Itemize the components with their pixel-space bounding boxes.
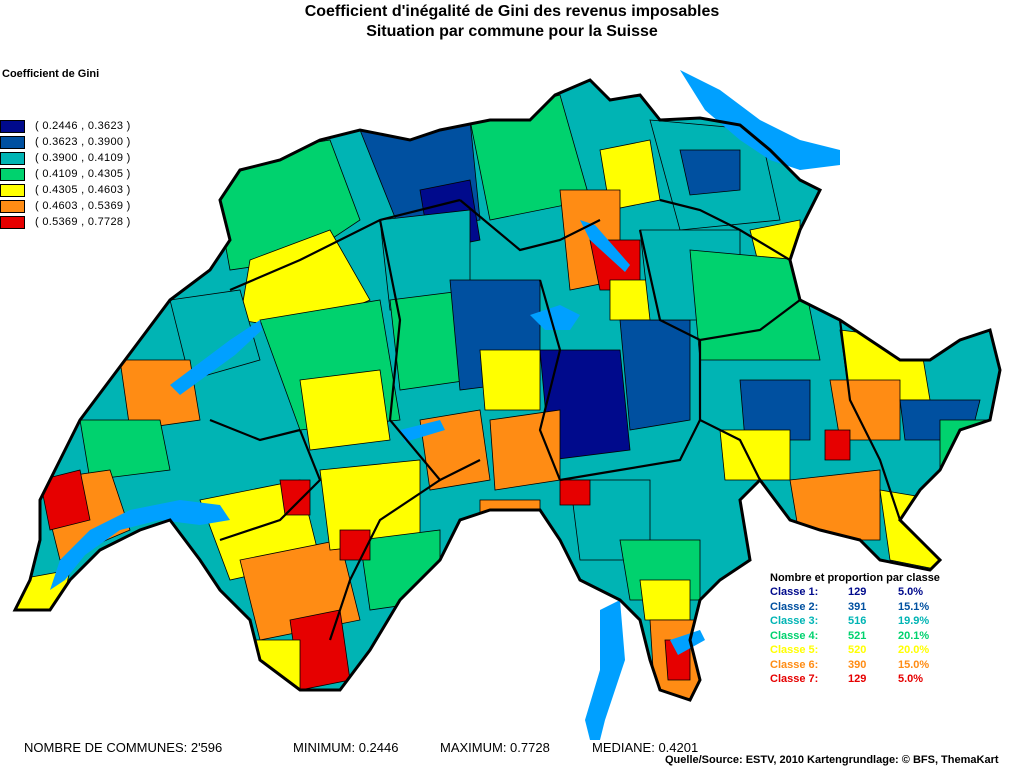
class-pct: 19.9% — [898, 615, 930, 628]
legend-swatch — [0, 167, 25, 181]
legend-swatch — [0, 151, 25, 165]
lake-constance — [680, 70, 840, 170]
lake-lugano — [670, 630, 705, 655]
class-stat-row: Classe 7: 129 5.0% — [770, 672, 948, 687]
class-stat-row: Classe 5: 520 20.0% — [770, 643, 948, 658]
minimum-value: MINIMUM: 0.2446 — [293, 740, 399, 755]
class-label: Classe 7: — [770, 673, 819, 686]
class-count: 129 — [848, 586, 867, 599]
class-label: Classe 6: — [770, 658, 819, 671]
class-pct: 15.0% — [898, 658, 930, 671]
class-label: Classe 5: — [770, 644, 819, 657]
legend-item: ( 0.4603 , 0.5369 ) — [0, 198, 131, 214]
source-credit: Quelle/Source: ESTV, 2010 Kartengrundlag… — [665, 754, 999, 766]
legend-swatch — [0, 119, 25, 133]
lake-maggiore — [585, 600, 625, 740]
country-border — [12, 78, 1002, 702]
communes-count: NOMBRE DE COMMUNES: 2'596 — [24, 740, 223, 755]
lake-zurich — [580, 220, 630, 272]
legend-swatch — [0, 183, 25, 197]
legend-title: Coefficient de Gini — [2, 68, 100, 80]
lakes — [50, 70, 840, 740]
class-count: 129 — [848, 673, 867, 686]
legend-swatch — [0, 215, 25, 229]
lake-thun — [400, 420, 445, 442]
legend-label: ( 0.4305 , 0.4603 ) — [35, 184, 131, 196]
class-count: 391 — [848, 600, 867, 613]
legend-label: ( 0.2446 , 0.3623 ) — [35, 120, 131, 132]
class-stat-row: Classe 3: 516 19.9% — [770, 614, 948, 629]
lake-geneva — [50, 500, 230, 590]
switzerland-choropleth-map — [12, 70, 1002, 740]
lake-lucerne — [530, 305, 580, 330]
class-statistics-title: Nombre et proportion par classe — [770, 572, 940, 584]
class-stat-row: Classe 4: 521 20.1% — [770, 629, 948, 644]
class-count: 390 — [848, 658, 867, 671]
legend-item: ( 0.4109 , 0.4305 ) — [0, 166, 131, 182]
legend-item: ( 0.3623 , 0.3900 ) — [0, 134, 131, 150]
legend-swatch — [0, 199, 25, 213]
class-stat-row: Classe 2: 391 15.1% — [770, 600, 948, 615]
title-line-1: Coefficient d'inégalité de Gini des reve… — [304, 3, 720, 20]
legend-label: ( 0.4109 , 0.4305 ) — [35, 168, 131, 180]
legend-item: ( 0.3900 , 0.4109 ) — [0, 150, 131, 166]
class-pct: 5.0% — [898, 673, 924, 686]
class-count: 521 — [848, 629, 867, 642]
class-pct: 5.0% — [898, 586, 924, 599]
class-label: Classe 2: — [770, 600, 819, 613]
class-count: 520 — [848, 644, 867, 657]
canton-borders — [209, 198, 902, 641]
class-label: Classe 4: — [770, 629, 819, 642]
class-stat-row: Classe 6: 390 15.0% — [770, 658, 948, 673]
class-label: Classe 1: — [770, 586, 819, 599]
class-label: Classe 3: — [770, 615, 819, 628]
median-value: MEDIANE: 0.4201 — [592, 740, 699, 755]
class-count: 516 — [848, 615, 867, 628]
class-pct: 15.1% — [898, 600, 930, 613]
class-stat-row: Classe 1: 129 5.0% — [770, 585, 948, 600]
lake-neuchatel — [170, 320, 262, 395]
map-title: Coefficient d'inégalité de Gini des reve… — [0, 2, 1024, 42]
legend: ( 0.2446 , 0.3623 ) ( 0.3623 , 0.3900 ) … — [0, 118, 131, 230]
class-pct: 20.0% — [898, 644, 930, 657]
class-statistics: Nombre et proportion par classe Classe 1… — [770, 572, 948, 687]
legend-item: ( 0.5369 , 0.7728 ) — [0, 214, 131, 230]
legend-label: ( 0.5369 , 0.7728 ) — [35, 216, 131, 228]
legend-item: ( 0.2446 , 0.3623 ) — [0, 118, 131, 134]
legend-label: ( 0.3900 , 0.4109 ) — [35, 152, 131, 164]
legend-label: ( 0.4603 , 0.5369 ) — [35, 200, 131, 212]
maximum-value: MAXIMUM: 0.7728 — [440, 740, 550, 755]
legend-swatch — [0, 135, 25, 149]
title-line-2: Situation par commune pour la Suisse — [366, 23, 658, 40]
legend-item: ( 0.4305 , 0.4603 ) — [0, 182, 131, 198]
class-pct: 20.1% — [898, 629, 930, 642]
legend-label: ( 0.3623 , 0.3900 ) — [35, 136, 131, 148]
